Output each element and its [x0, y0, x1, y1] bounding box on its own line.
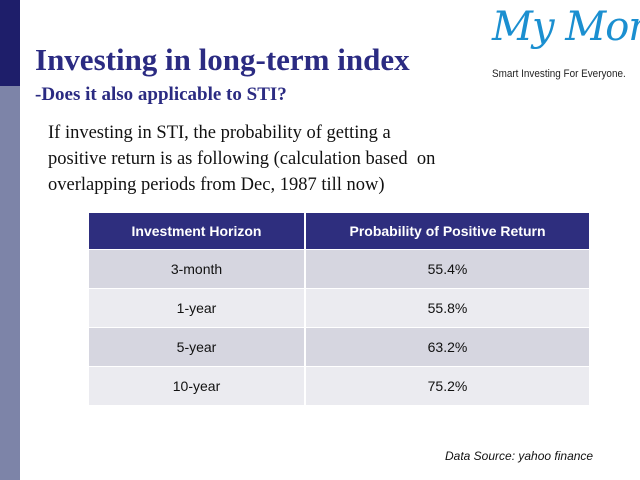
table-cell: 3-month	[88, 249, 306, 289]
table-cell: 55.4%	[304, 249, 591, 289]
table: Investment Horizon Probability of Positiv…	[88, 212, 591, 406]
table-row: 3-month 55.4%	[88, 249, 591, 289]
side-bar	[0, 86, 20, 480]
column-header: Probability of Positive Return	[304, 212, 591, 250]
table-cell: 63.2%	[304, 327, 591, 367]
table-row: 5-year 63.2%	[88, 327, 591, 367]
table-row: 10-year 75.2%	[88, 366, 591, 406]
table-cell: 10-year	[88, 366, 306, 406]
table-cell: 55.8%	[304, 288, 591, 328]
logo-brand: My Money	[492, 4, 640, 50]
body-line: If investing in STI, the probability of …	[48, 123, 391, 143]
table-cell: 5-year	[88, 327, 306, 367]
table-body: 3-month 55.4% 1-year 55.8% 5-year 63.2% 10-yea…	[88, 249, 591, 406]
source: Data Source: yahoo finance	[445, 449, 594, 463]
title: Investing in long-term index	[35, 42, 410, 77]
side-bar	[0, 0, 20, 86]
header-row: Investment Horizon Probability of Positiv…	[88, 212, 591, 250]
body-text: If investing in STI, the probability of …	[48, 120, 435, 198]
logo-tagline: Smart Investing For Everyone.	[492, 68, 626, 80]
table-cell: 75.2%	[304, 366, 591, 406]
body-line: overlapping periods from Dec, 1987 till …	[48, 175, 385, 195]
subtitle: -Does it also applicable to STI?	[35, 84, 287, 105]
table-row: 1-year 55.8%	[88, 288, 591, 328]
body-line: positive return is as following (calcula…	[48, 149, 436, 169]
column-header: Investment Horizon	[88, 212, 306, 250]
table-cell: 1-year	[88, 288, 306, 328]
